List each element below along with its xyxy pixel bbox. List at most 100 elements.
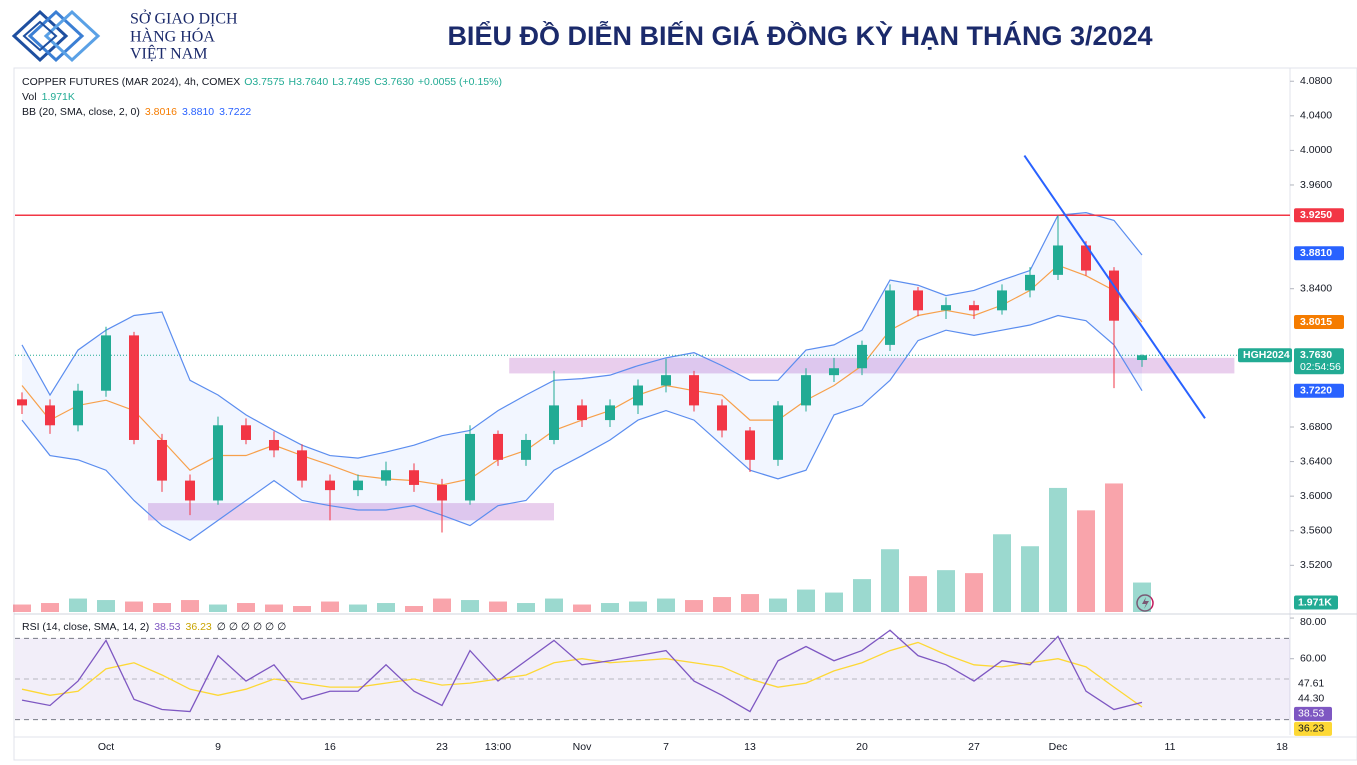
candle-body <box>801 375 811 406</box>
volume-bar <box>1133 582 1151 612</box>
price-badge <box>1294 246 1344 261</box>
bb-name: BB (20, SMA, close, 2, 0) <box>22 106 140 118</box>
volume-bar <box>489 601 507 612</box>
logo-line: HÀNG HÓA <box>130 27 215 46</box>
x-tick-label: Dec <box>1049 741 1068 753</box>
bb-lower <box>21 314 1143 541</box>
candle-body <box>241 425 251 440</box>
rsi-pane <box>15 629 1290 721</box>
rsi-value-label: 38.53 <box>1298 708 1324 720</box>
volume-bar <box>41 603 59 612</box>
zone <box>148 503 554 521</box>
volume-bar <box>769 598 787 612</box>
change: +0.0055 (+0.15%) <box>418 76 502 88</box>
bb-value: 3.8810 <box>182 106 214 118</box>
price-badge <box>1294 348 1344 375</box>
bb-upper <box>21 212 1143 459</box>
y-tick-label: 3.9600 <box>1300 179 1332 191</box>
candle-body <box>1109 270 1119 321</box>
x-tick-label: 7 <box>663 741 669 753</box>
volume-bar <box>993 534 1011 612</box>
volume-bar <box>265 604 283 612</box>
x-tick-label: 27 <box>968 741 980 753</box>
logo-line: SỞ GIAO DỊCH <box>130 9 238 28</box>
rsi-tick-label: 80.00 <box>1300 616 1326 628</box>
x-tick-label: 9 <box>215 741 221 753</box>
candle-body <box>157 439 167 481</box>
volume-bar <box>125 601 143 612</box>
rsi-tick-label: 60.00 <box>1300 652 1326 664</box>
candle-body <box>493 433 503 460</box>
bb-value: 3.8016 <box>145 106 177 118</box>
candle-body <box>773 405 783 460</box>
candle-body <box>969 305 979 311</box>
candle-body <box>605 405 615 421</box>
legend-bb: BB (20, SMA, close, 2, 0) 3.8016 3.8810 3.7… <box>22 106 251 118</box>
candle-body <box>829 368 839 376</box>
candle-body <box>437 484 447 501</box>
rsi-value-label: 47.61 <box>1298 678 1324 690</box>
alert-bolt <box>1142 597 1149 609</box>
open: O3.7575 <box>244 76 284 88</box>
countdown: 02:54:56 <box>1300 361 1341 373</box>
candle-body <box>269 439 279 451</box>
volume-bar <box>209 604 227 612</box>
candle-body <box>381 470 391 481</box>
price-badge-label: 3.8015 <box>1300 316 1332 328</box>
rsi-extra: ∅ ∅ ∅ ∅ ∅ ∅ <box>217 621 286 633</box>
candle-body <box>857 344 867 369</box>
candle-body <box>325 480 335 491</box>
candle-body <box>521 439 531 460</box>
rsi-badge <box>1294 721 1332 736</box>
x-tick-label: 13:00 <box>485 741 511 753</box>
close: C3.7630 <box>374 76 414 88</box>
volume-bar <box>13 604 31 612</box>
volume-bar <box>349 604 367 612</box>
volume-bar <box>517 603 535 612</box>
candle-body <box>997 290 1007 311</box>
volume-bar <box>181 600 199 612</box>
volume-bar <box>937 570 955 612</box>
candle-body <box>689 375 699 406</box>
rsi-value-label: 44.30 <box>1298 693 1324 705</box>
symbol-label: HGH2024 <box>1243 349 1290 361</box>
price-badge <box>1294 314 1344 329</box>
vol-name: Vol <box>22 91 37 103</box>
y-tick-label: 3.6000 <box>1300 490 1332 502</box>
rsi-name: RSI (14, close, SMA, 14, 2) <box>22 621 149 633</box>
rsi-line <box>21 629 1143 713</box>
volume-bar <box>1077 510 1095 612</box>
volume-badge-label: 1.971K <box>1298 596 1332 608</box>
volume-bar <box>377 603 395 612</box>
rsi-badge <box>1294 706 1332 721</box>
symbol: COPPER FUTURES (MAR 2024), 4h, COMEX <box>22 76 240 88</box>
logo <box>11 9 101 63</box>
rsi-ma <box>21 641 1143 708</box>
volume-bar <box>1021 546 1039 612</box>
price-badge-label: 3.8810 <box>1300 247 1332 259</box>
candle-body <box>409 470 419 485</box>
trendline <box>1023 155 1206 419</box>
volume-bar <box>741 594 759 612</box>
candle-body <box>941 305 951 311</box>
legend-rsi: RSI (14, close, SMA, 14, 2) 38.53 36.23 ∅ ∅… <box>22 621 286 633</box>
candle-body <box>661 375 671 386</box>
vol-value: 1.971K <box>42 91 75 103</box>
candle-body <box>577 405 587 421</box>
candle-body <box>17 399 27 406</box>
candle-body <box>101 335 111 391</box>
legend-symbol: COPPER FUTURES (MAR 2024), 4h, COMEX O3.7… <box>22 76 502 88</box>
volume-bar <box>1105 483 1123 612</box>
rsi-value-label: 36.23 <box>1298 723 1324 735</box>
y-tick-label: 3.5600 <box>1300 525 1332 537</box>
candle-body <box>717 405 727 431</box>
volume-bar <box>685 600 703 612</box>
low: L3.7495 <box>332 76 370 88</box>
x-tick-label: Oct <box>98 741 114 753</box>
price-badge <box>1294 208 1344 223</box>
bb-value: 3.7222 <box>219 106 251 118</box>
volume-bar <box>97 600 115 612</box>
x-tick-label: 11 <box>1165 741 1176 753</box>
